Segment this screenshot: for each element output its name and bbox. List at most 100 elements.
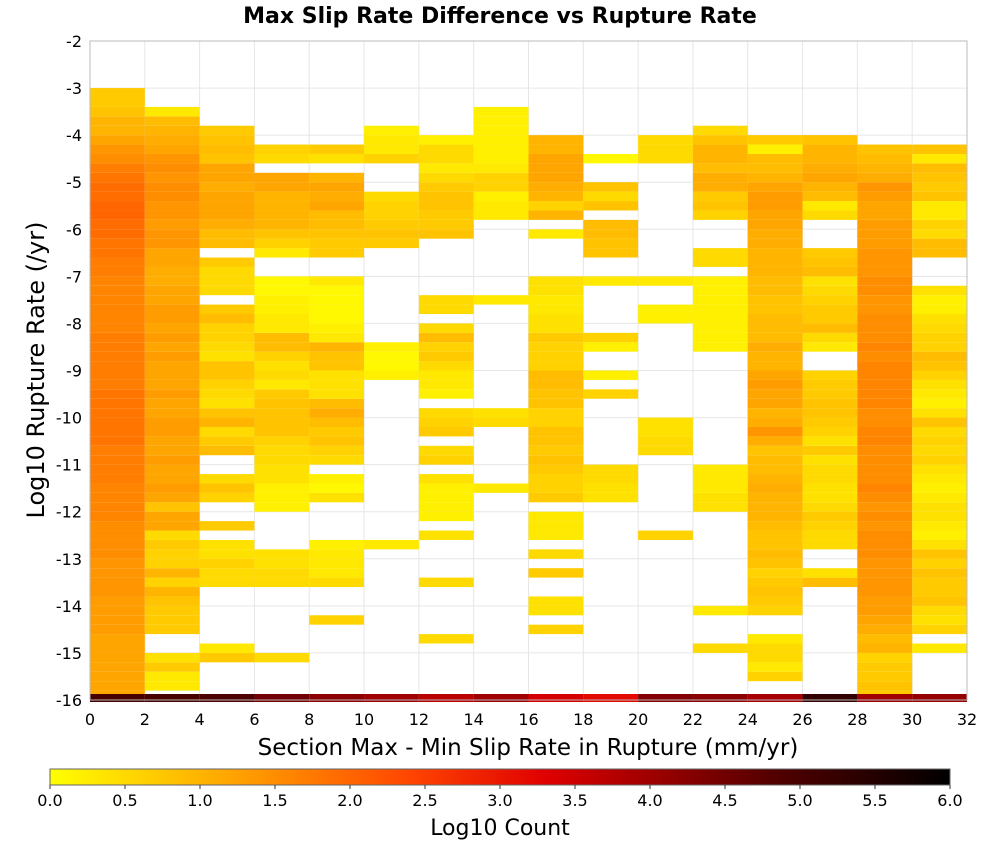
heatmap-cell bbox=[473, 182, 529, 192]
heatmap-cell bbox=[747, 549, 803, 559]
heatmap-cell bbox=[747, 445, 803, 456]
heatmap-cell bbox=[199, 135, 255, 145]
heatmap-cell bbox=[692, 182, 748, 192]
heatmap-cell bbox=[802, 210, 858, 220]
heatmap-cell bbox=[199, 144, 255, 154]
heatmap-cell bbox=[254, 370, 310, 380]
heatmap-cell bbox=[692, 474, 748, 484]
heatmap-cell bbox=[418, 694, 474, 702]
heatmap-cell bbox=[254, 361, 310, 371]
heatmap-cell bbox=[912, 643, 967, 653]
heatmap-cell bbox=[857, 342, 913, 352]
heatmap-cell bbox=[912, 596, 967, 606]
heatmap-cell bbox=[309, 694, 365, 702]
heatmap-cell bbox=[90, 615, 145, 625]
heatmap-cell bbox=[528, 417, 584, 427]
heatmap-cell bbox=[802, 483, 858, 493]
heatmap-cell bbox=[144, 464, 200, 475]
heatmap-cell bbox=[199, 389, 255, 399]
heatmap-cell bbox=[583, 464, 639, 475]
heatmap-cell bbox=[912, 332, 967, 343]
heatmap-cell bbox=[802, 248, 858, 258]
heatmap-cell bbox=[802, 694, 858, 702]
heatmap-cell bbox=[857, 502, 913, 512]
heatmap-cell bbox=[802, 455, 858, 465]
heatmap-cell bbox=[144, 671, 200, 682]
heatmap-cell bbox=[144, 417, 200, 427]
heatmap-cell bbox=[90, 379, 145, 390]
heatmap-cell bbox=[364, 238, 419, 249]
heatmap-cell bbox=[638, 135, 693, 145]
heatmap-cell bbox=[418, 172, 474, 183]
y-tick-label: -11 bbox=[56, 456, 82, 475]
heatmap-cell bbox=[857, 530, 913, 540]
heatmap-cell bbox=[418, 163, 474, 173]
heatmap-cell bbox=[199, 229, 255, 239]
heatmap-cell bbox=[90, 408, 145, 418]
heatmap-cell bbox=[144, 587, 200, 597]
heatmap-cell bbox=[912, 248, 967, 258]
heatmap-cell bbox=[199, 417, 255, 427]
heatmap-cell bbox=[747, 304, 803, 315]
x-tick-label: 6 bbox=[249, 710, 259, 729]
heatmap-cell bbox=[418, 304, 474, 315]
heatmap-cell bbox=[254, 502, 310, 512]
colorbar-tick-label: 1.5 bbox=[262, 791, 287, 810]
colorbar-tick-label: 6.0 bbox=[937, 791, 962, 810]
heatmap-cell bbox=[747, 530, 803, 540]
heatmap-cell bbox=[692, 210, 748, 220]
heatmap-cell bbox=[199, 577, 255, 588]
heatmap-cell bbox=[418, 417, 474, 427]
heatmap-cell bbox=[692, 483, 748, 493]
heatmap-cell bbox=[144, 210, 200, 220]
heatmap-cell bbox=[692, 135, 748, 145]
heatmap-cell bbox=[857, 182, 913, 192]
heatmap-cell bbox=[528, 455, 584, 465]
heatmap-cell bbox=[309, 238, 365, 249]
x-tick-label: 16 bbox=[518, 710, 538, 729]
heatmap-cell bbox=[90, 492, 145, 503]
heatmap-cell bbox=[364, 351, 419, 362]
heatmap-cell bbox=[90, 88, 145, 98]
heatmap-cell bbox=[912, 389, 967, 399]
x-tick-label: 30 bbox=[902, 710, 922, 729]
heatmap-cell bbox=[144, 342, 200, 352]
heatmap-cell bbox=[912, 539, 967, 550]
heatmap-cell bbox=[473, 153, 529, 164]
heatmap-cell bbox=[583, 492, 639, 503]
heatmap-cell bbox=[144, 106, 200, 117]
heatmap-cell bbox=[144, 436, 200, 446]
heatmap-cell bbox=[857, 549, 913, 559]
heatmap-cell bbox=[692, 201, 748, 211]
heatmap-cell bbox=[144, 229, 200, 239]
colorbar-ticks: 0.0 0.5 1.0 1.5 2.0 2.5 3.0 3.5 4.0 4.5 5.0 5.5 6.0 bbox=[37, 785, 963, 810]
heatmap-cell bbox=[528, 295, 584, 305]
heatmap-cell bbox=[857, 257, 913, 267]
heatmap-cell bbox=[473, 210, 529, 220]
heatmap-cell bbox=[747, 332, 803, 343]
heatmap-cell bbox=[144, 445, 200, 456]
heatmap-cell bbox=[90, 163, 145, 173]
heatmap-cell bbox=[912, 191, 967, 202]
heatmap-cell bbox=[199, 474, 255, 484]
heatmap-cell bbox=[857, 634, 913, 644]
heatmap-cell bbox=[90, 276, 145, 286]
heatmap-cell bbox=[528, 492, 584, 503]
heatmap-cell bbox=[199, 238, 255, 249]
heatmap-cell bbox=[144, 248, 200, 258]
heatmap-cell bbox=[418, 229, 474, 239]
heatmap-cell bbox=[528, 521, 584, 531]
heatmap-cell bbox=[90, 568, 145, 578]
heatmap-cell bbox=[254, 351, 310, 362]
chart-title: Max Slip Rate Difference vs Rupture Rate bbox=[243, 4, 757, 29]
heatmap-cell bbox=[90, 587, 145, 597]
heatmap-cell bbox=[473, 125, 529, 136]
heatmap-cell bbox=[747, 558, 803, 569]
heatmap-cell bbox=[90, 643, 145, 653]
heatmap-cell bbox=[144, 483, 200, 493]
heatmap-cell bbox=[528, 361, 584, 371]
heatmap-cell bbox=[747, 144, 803, 154]
heatmap-cell bbox=[309, 379, 365, 390]
heatmap-cell bbox=[528, 596, 584, 606]
heatmap-cell bbox=[747, 605, 803, 616]
